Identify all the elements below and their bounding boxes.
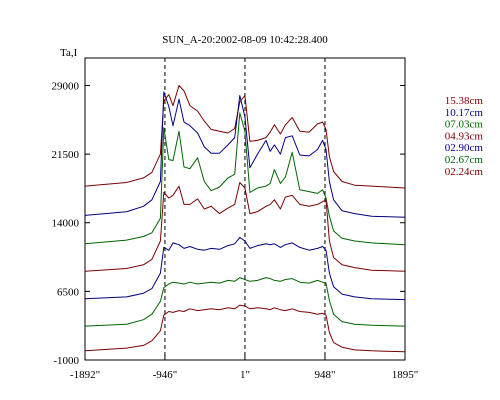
y-tick-label: 14000 <box>52 218 80 230</box>
legend-entry: 04.93cm <box>445 130 484 142</box>
x-tick-label: -1892" <box>70 369 100 381</box>
series-line-04.93cm <box>84 182 406 272</box>
vertical-marker-lines <box>164 58 326 360</box>
y-axis-label: Ta,I <box>60 47 78 59</box>
series-line-07.03cm <box>84 112 406 246</box>
x-tick-label: 1" <box>240 369 250 381</box>
series-lines <box>84 85 406 353</box>
legend: 15.38cm10.17cm07.03cm04.93cm02.90cm02.67… <box>445 95 484 178</box>
axes-ticks: 29000 21500 14000 6500 -1000 -1892" -946" 1" 948… <box>52 80 419 381</box>
y-tick-label: 21500 <box>52 149 80 161</box>
legend-entry: 02.67cm <box>445 154 484 166</box>
series-line-02.90cm <box>84 236 406 301</box>
y-tick-label: -1000 <box>53 355 79 367</box>
x-tick-label: -946" <box>153 369 178 381</box>
y-tick-label: 6500 <box>57 286 80 298</box>
legend-entry: 07.03cm <box>445 119 484 131</box>
series-line-15.38cm <box>84 85 406 189</box>
legend-entry: 02.90cm <box>445 142 484 154</box>
legend-entry: 10.17cm <box>445 107 484 119</box>
x-tick-label: 1895" <box>392 369 419 381</box>
y-tick-label: 29000 <box>52 80 80 92</box>
x-tick-label: 948" <box>314 369 335 381</box>
legend-entry: 15.38cm <box>445 95 484 107</box>
chart-title: SUN_A-20:2002-08-09 10:42:28.400 <box>162 34 328 46</box>
legend-entry: 02.24cm <box>445 166 484 178</box>
series-line-10.17cm <box>84 91 406 218</box>
series-line-02.24cm <box>84 304 406 353</box>
series-line-02.67cm <box>84 277 406 327</box>
